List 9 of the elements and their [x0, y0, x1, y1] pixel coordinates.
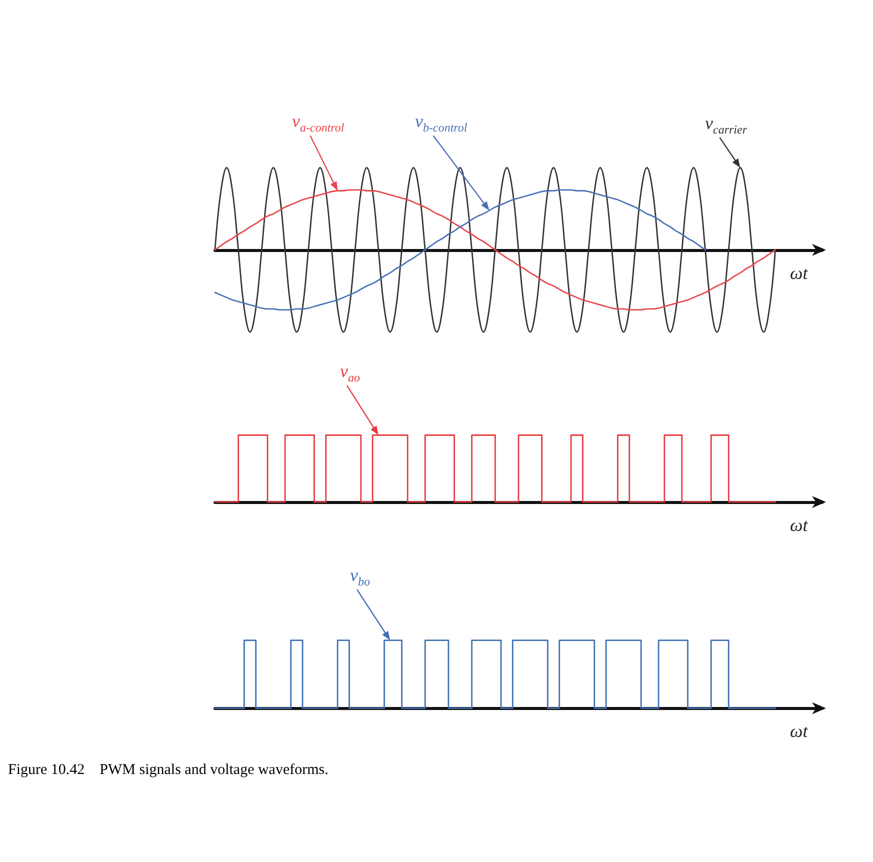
text: v$_{a-control}$ — [292, 111, 344, 135]
series-label: v$_{carrier}$ — [705, 113, 747, 137]
x-axis-title: ωt — [790, 514, 809, 535]
caption: Figure 10.42 PWM signals and voltage waveforms. — [8, 762, 328, 779]
text: v$_{ao}$ — [340, 361, 360, 385]
x-axis-title: ωt — [790, 721, 809, 742]
text: v$_{b-control}$ — [415, 111, 468, 135]
text: v$_{bo}$ — [350, 565, 370, 589]
x-axis-title: ωt — [790, 262, 809, 283]
